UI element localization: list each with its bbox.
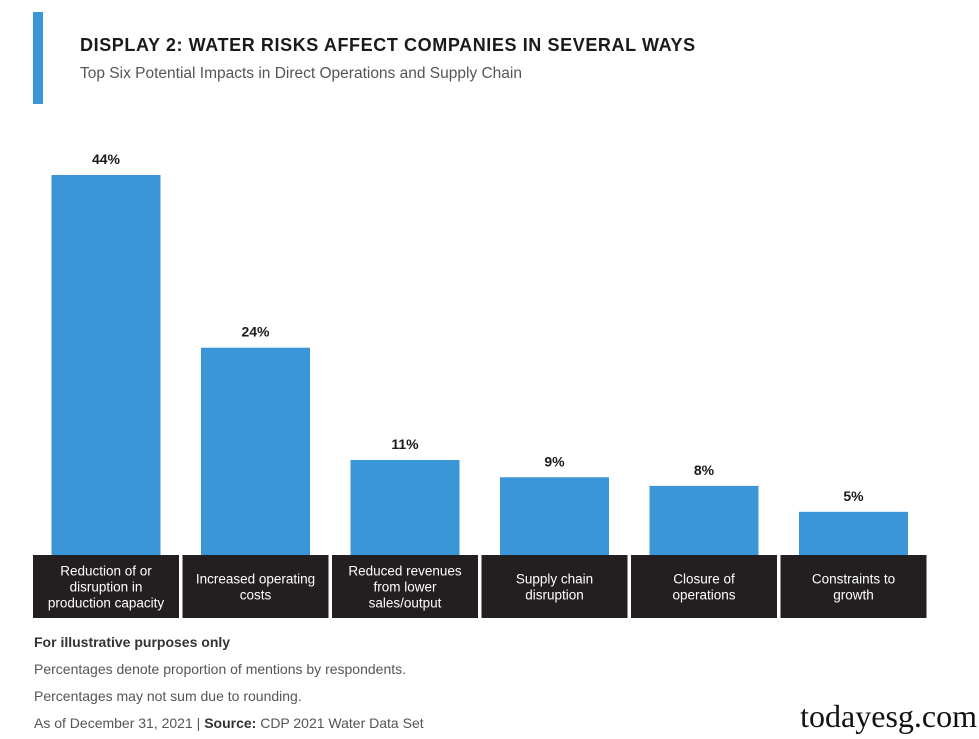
source-text: CDP 2021 Water Data Set (256, 715, 424, 731)
bar-2 (201, 347, 310, 555)
category-label-5: Closure of operations (672, 572, 735, 603)
bar-4 (500, 477, 609, 555)
source-line: As of December 31, 2021 | Source: CDP 20… (34, 715, 424, 731)
bar-5 (649, 485, 759, 555)
bar-3 (350, 460, 460, 555)
category-label-1: Reduction of or disruption in production c… (48, 564, 165, 611)
watermark: todayesg.com (800, 698, 977, 734)
category-box-2 (182, 555, 329, 618)
chart-subtitle: Top Six Potential Impacts in Direct Oper… (80, 65, 522, 82)
category-label-4: Supply chain disruption (516, 572, 593, 603)
value-label-3: 11% (391, 436, 419, 452)
value-label-1: 44% (92, 151, 121, 167)
category-box-5 (631, 555, 777, 618)
rounding-note: Percentages may not sum due to rounding. (34, 688, 302, 704)
source-label: Source: (204, 715, 257, 731)
category-label-3: Reduced revenues from lower sales/output (348, 564, 462, 611)
accent-bar (33, 12, 43, 104)
as-of-date: As of December 31, 2021 | (34, 715, 205, 731)
category-box-4 (481, 555, 628, 618)
value-label-2: 24% (241, 324, 270, 340)
bar-1 (51, 175, 161, 555)
bar-6 (799, 511, 908, 555)
chart-title: DISPLAY 2: WATER RISKS AFFECT COMPANIES … (80, 35, 696, 55)
category-label-2: Increased operating costs (196, 572, 315, 603)
category-box-6 (780, 555, 927, 618)
value-label-5: 8% (694, 462, 715, 478)
category-box-1 (33, 555, 179, 618)
category-label-6: Constraints to growth (812, 572, 895, 603)
disclaimer-note: For illustrative purposes only (34, 634, 231, 650)
category-box-3 (332, 555, 478, 618)
respondents-note: Percentages denote proportion of mention… (34, 661, 407, 677)
value-label-6: 5% (843, 488, 864, 504)
value-label-4: 9% (544, 453, 565, 469)
